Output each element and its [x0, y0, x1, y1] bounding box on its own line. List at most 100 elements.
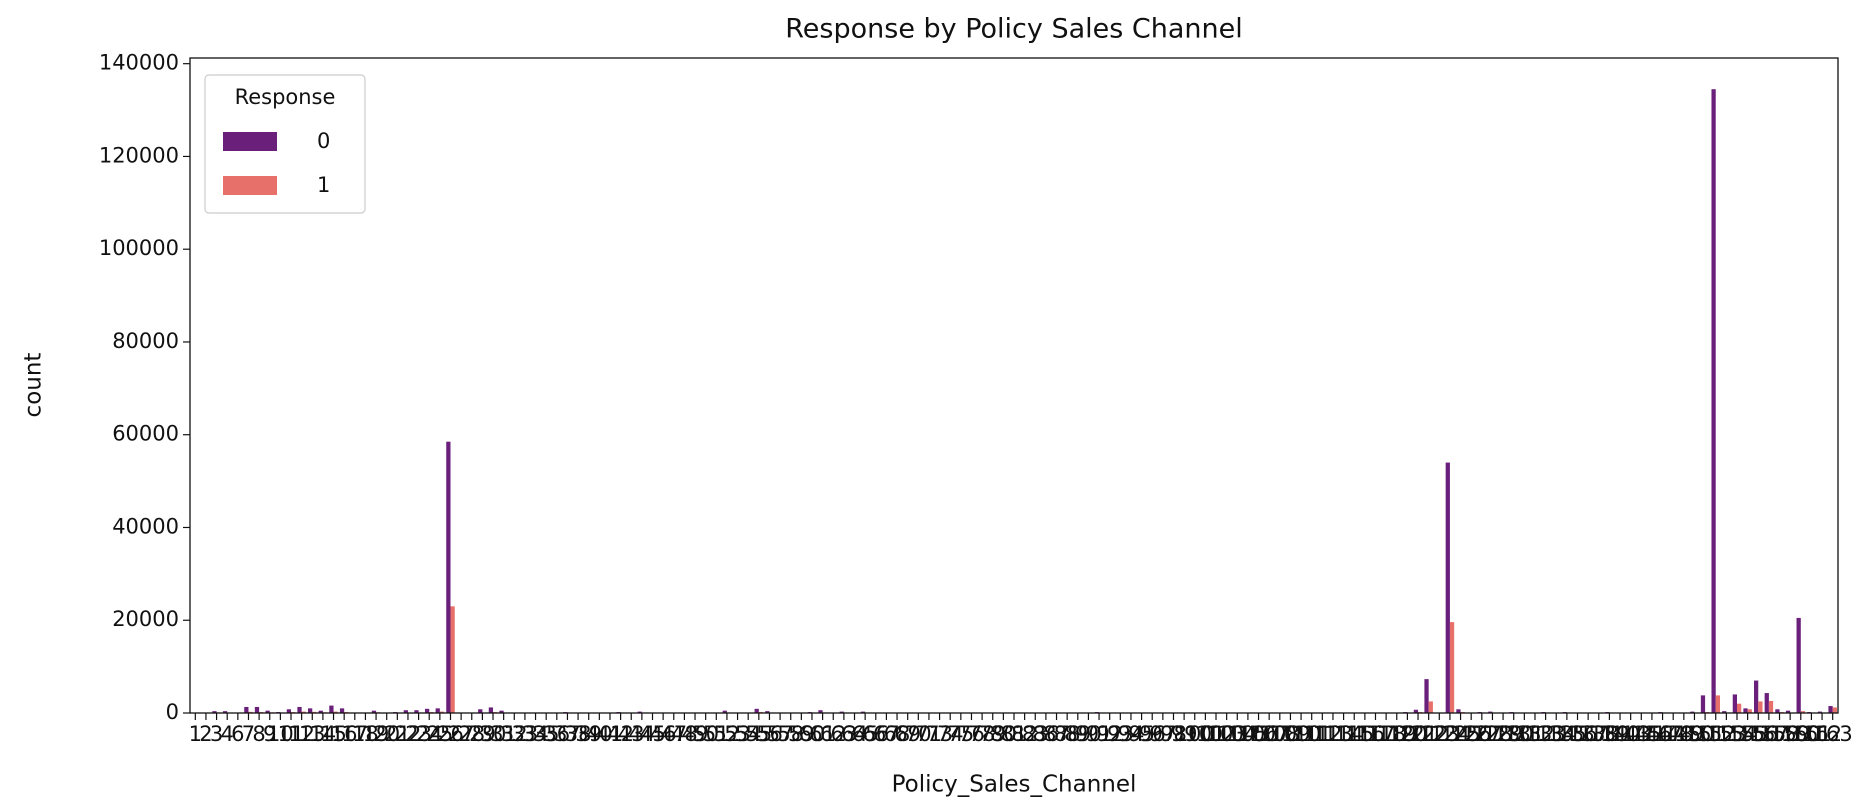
x-tick-label: 44	[629, 722, 656, 746]
x-tick-label: 143	[1611, 722, 1651, 746]
bar	[488, 707, 494, 713]
x-tick-label: 163	[1813, 722, 1853, 746]
x-tick-label: 51	[703, 722, 730, 746]
x-tick-label: 78	[969, 722, 996, 746]
x-tick-label: 90	[1075, 722, 1102, 746]
bar	[318, 710, 323, 713]
x-tick-label: 6	[231, 722, 244, 746]
chart-title: Response by Policy Sales Channel	[785, 14, 1243, 45]
bar	[1711, 89, 1716, 713]
x-tick-label: 60	[799, 722, 826, 746]
legend-label: 0	[317, 129, 330, 153]
bar	[839, 711, 844, 713]
bar	[860, 711, 866, 713]
x-tick-label: 129	[1483, 722, 1523, 746]
bar	[424, 708, 430, 713]
x-tick-label: 49	[682, 722, 709, 746]
bar	[637, 711, 642, 713]
bar	[1456, 709, 1461, 713]
x-tick-label: 21	[384, 722, 411, 746]
x-tick-label: 37	[554, 722, 581, 746]
x-tick-label: 31	[490, 722, 517, 746]
bar	[1775, 709, 1780, 713]
bar	[1768, 700, 1774, 713]
bar	[754, 708, 759, 713]
x-tick-label: 33	[512, 722, 539, 746]
x-tick-label: 40	[586, 722, 613, 746]
bar	[254, 706, 260, 713]
x-tick-label: 109	[1270, 722, 1310, 746]
x-tick-label: 57	[767, 722, 794, 746]
x-tick-label: 154	[1717, 722, 1757, 746]
x-tick-label: 26	[437, 722, 464, 746]
bar	[818, 710, 823, 713]
x-tick-label: 12	[288, 722, 315, 746]
bar	[1747, 709, 1752, 713]
x-tick-label: 88	[1054, 722, 1081, 746]
bar	[435, 708, 440, 713]
x-tick-label: 61	[809, 722, 836, 746]
x-tick-label: 22	[395, 722, 422, 746]
x-tick-label: 135	[1547, 722, 1587, 746]
bar	[286, 709, 292, 713]
legend-swatch	[223, 176, 277, 195]
x-tick-label: 80	[990, 722, 1017, 746]
x-tick-label: 32	[501, 722, 528, 746]
x-tick-label: 140	[1600, 722, 1640, 746]
x-tick-label: 28	[458, 722, 485, 746]
x-tick-label: 8	[252, 722, 265, 746]
bar	[1424, 679, 1429, 713]
x-tick-label: 137	[1568, 722, 1608, 746]
x-tick-label: 106	[1238, 722, 1278, 746]
x-tick-label: 79	[979, 722, 1006, 746]
bar	[1488, 711, 1493, 713]
bar	[1722, 711, 1727, 713]
x-tick-label: 36	[543, 722, 570, 746]
bar	[212, 711, 217, 713]
x-tick-label: 67	[873, 722, 900, 746]
x-tick-label: 73	[926, 722, 953, 746]
x-tick-label: 50	[692, 722, 719, 746]
x-tick-label: 41	[597, 722, 624, 746]
x-tick-label: 27	[448, 722, 475, 746]
bar	[478, 709, 483, 713]
x-tick-label: 100	[1175, 722, 1215, 746]
bar	[1828, 706, 1833, 713]
x-tick-label: 45	[639, 722, 666, 746]
x-tick-label: 1	[189, 722, 202, 746]
bar	[265, 710, 270, 713]
x-tick-label: 52	[714, 722, 741, 746]
x-tick-label: 81	[1001, 722, 1028, 746]
x-tick-label: 16	[331, 722, 358, 746]
x-tick-label: 115	[1334, 722, 1374, 746]
x-tick-label: 94	[1118, 722, 1145, 746]
x-tick-label: 122	[1409, 722, 1449, 746]
x-tick-label: 105	[1228, 722, 1268, 746]
x-tick-label: 43	[618, 722, 645, 746]
bar	[499, 710, 504, 713]
x-tick-label: 9	[263, 722, 276, 746]
x-tick-label: 89	[1064, 722, 1091, 746]
x-tick-label: 148	[1653, 722, 1693, 746]
plot-frame	[189, 57, 1839, 714]
x-tick-label: 93	[1107, 722, 1134, 746]
bar	[1736, 703, 1742, 713]
y-tick-label: 40000	[112, 514, 179, 538]
x-tick-label: 35	[533, 722, 560, 746]
x-tick-label: 102	[1196, 722, 1236, 746]
bar	[1764, 693, 1769, 713]
bar	[446, 441, 451, 713]
bar	[1800, 711, 1806, 713]
y-tick-label: 100000	[99, 236, 179, 260]
bar	[1413, 709, 1419, 713]
x-tick-label: 151	[1685, 722, 1725, 746]
x-tick-label: 7	[242, 722, 255, 746]
x-tick-label: 110	[1281, 722, 1321, 746]
x-tick-label: 11	[278, 722, 305, 746]
x-tick-label: 95	[1128, 722, 1155, 746]
x-tick-label: 92	[1096, 722, 1123, 746]
bar	[414, 710, 419, 713]
bar	[297, 706, 302, 713]
x-tick-label: 149	[1664, 722, 1704, 746]
